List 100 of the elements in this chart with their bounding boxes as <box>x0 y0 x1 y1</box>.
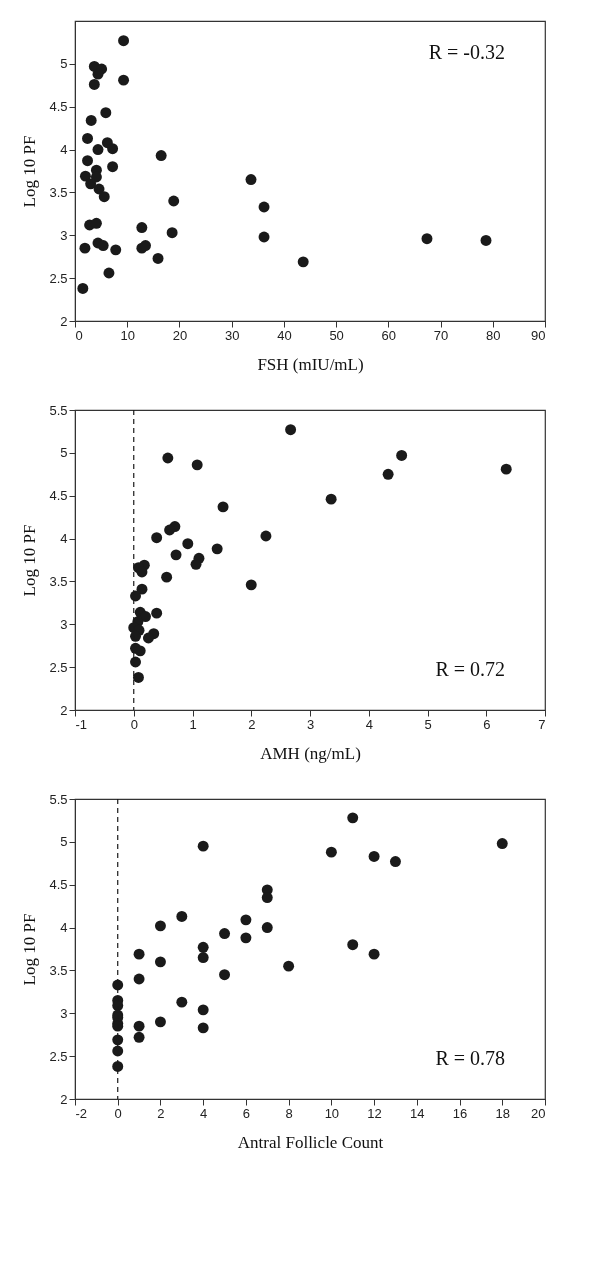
x-tick-label: 60 <box>381 327 397 343</box>
point <box>500 463 512 475</box>
point <box>170 549 182 561</box>
point <box>79 170 91 182</box>
x-tick-label: 30 <box>224 327 240 343</box>
point <box>258 231 270 243</box>
point <box>260 530 272 542</box>
x-tick-label: 2 <box>248 716 256 732</box>
point <box>261 892 273 904</box>
y-tick-label: 2 <box>60 313 68 329</box>
point <box>77 282 89 294</box>
point <box>161 571 173 583</box>
x-tick-label: 14 <box>410 1105 425 1121</box>
y-tick-label: 4 <box>60 142 68 158</box>
point <box>112 1060 124 1072</box>
x-tick-label: 7 <box>538 716 546 732</box>
point <box>283 960 295 972</box>
x-tick-label: 90 <box>531 327 546 343</box>
point <box>166 227 178 239</box>
point <box>85 114 97 126</box>
point <box>132 671 144 683</box>
point <box>107 161 119 173</box>
x-tick-label: -2 <box>75 1105 88 1121</box>
point <box>396 449 408 461</box>
y-tick-label: 4.5 <box>49 877 68 893</box>
x-tick-label: 20 <box>172 327 188 343</box>
y-axis-title: Log 10 PF <box>20 913 40 986</box>
point <box>197 952 209 964</box>
point <box>118 35 130 47</box>
point <box>368 948 380 960</box>
x-tick-label: 20 <box>531 1105 546 1121</box>
x-tick-label: 0 <box>75 327 83 343</box>
y-tick-label: 2.5 <box>49 659 68 675</box>
point <box>107 143 119 155</box>
point <box>191 459 203 471</box>
point <box>176 996 188 1008</box>
x-tick-label: 80 <box>486 327 501 343</box>
y-tick-label: 3 <box>60 616 68 632</box>
x-axis-title: Antral Follicle Count <box>237 1132 384 1152</box>
point <box>133 1031 145 1043</box>
point <box>134 645 146 657</box>
point <box>97 240 109 252</box>
y-tick-label: 5 <box>60 445 68 461</box>
point <box>421 233 433 245</box>
x-tick-label: 6 <box>242 1105 251 1121</box>
point <box>133 948 145 960</box>
x-tick-label: 0 <box>130 716 138 732</box>
x-tick-label: 4 <box>200 1105 208 1121</box>
x-tick-label: 4 <box>365 716 373 732</box>
point <box>151 607 163 619</box>
annotation: R = 0.72 <box>435 658 505 680</box>
y-tick-label: 2 <box>60 1091 68 1107</box>
x-tick-label: 5 <box>424 716 432 732</box>
y-tick-label: 2 <box>60 702 68 718</box>
point <box>197 1004 209 1016</box>
x-axis-title: AMH (ng/mL) <box>260 743 361 763</box>
x-tick-label: 10 <box>120 327 135 343</box>
point <box>82 132 94 144</box>
point <box>182 538 194 550</box>
point <box>79 242 91 254</box>
x-tick-label: 12 <box>367 1105 382 1121</box>
point <box>133 973 145 985</box>
x-tick-label: 3 <box>306 716 315 732</box>
point <box>219 928 231 940</box>
point <box>347 939 359 951</box>
point <box>211 543 223 555</box>
point <box>82 155 94 167</box>
y-tick-label: 5 <box>60 56 68 72</box>
y-tick-label: 4.5 <box>49 488 68 504</box>
x-tick-label: 70 <box>433 327 449 343</box>
point <box>140 611 151 623</box>
point <box>368 850 380 862</box>
y-axis-title: Log 10 PF <box>20 524 40 597</box>
point <box>325 846 337 858</box>
x-axis-title: FSH (mIU/mL) <box>257 354 364 374</box>
y-tick-label: 5.5 <box>49 402 68 418</box>
x-tick-label: 6 <box>483 716 491 732</box>
y-tick-label: 5.5 <box>49 791 68 807</box>
point <box>151 532 163 544</box>
x-tick-label: -1 <box>75 716 88 732</box>
y-tick-label: 2.5 <box>49 270 68 286</box>
point <box>240 914 252 926</box>
x-tick-label: 2 <box>157 1105 165 1121</box>
y-tick-label: 3.5 <box>49 573 68 589</box>
point <box>85 178 97 190</box>
y-tick-label: 2.5 <box>49 1048 68 1064</box>
point <box>389 856 401 868</box>
x-tick-label: 50 <box>329 327 344 343</box>
point <box>103 267 115 279</box>
point <box>152 252 164 264</box>
y-tick-label: 3.5 <box>49 184 68 200</box>
point <box>142 632 154 644</box>
point <box>118 74 130 86</box>
point <box>100 107 112 119</box>
point <box>325 493 337 505</box>
point <box>297 256 309 268</box>
x-tick-label: 1 <box>189 716 197 732</box>
point <box>154 920 166 932</box>
y-tick-label: 3 <box>60 227 68 243</box>
point <box>285 424 297 436</box>
